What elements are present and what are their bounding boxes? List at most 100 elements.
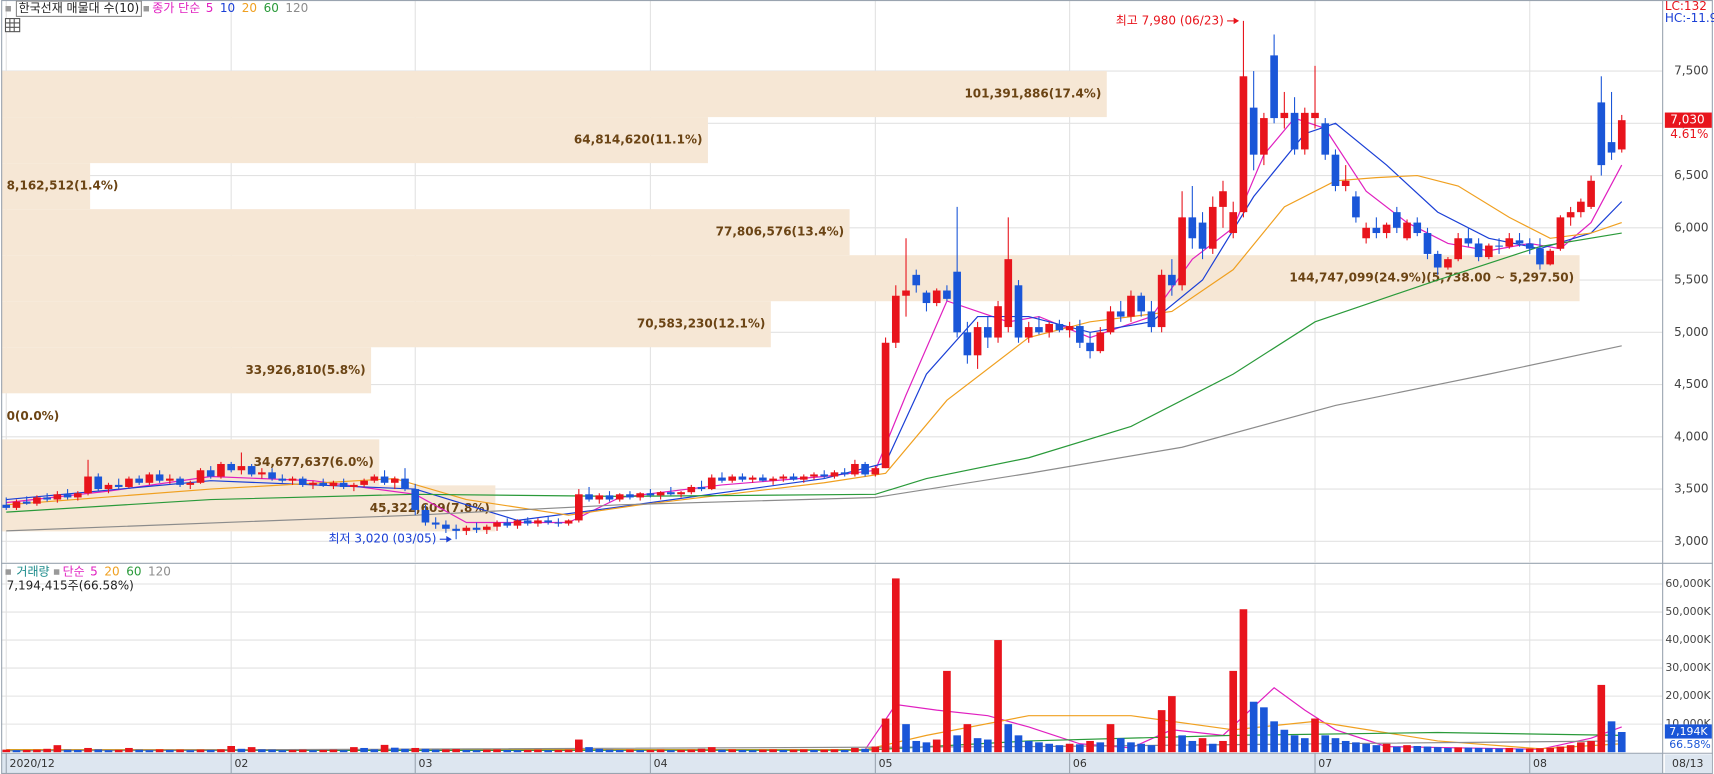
volume-bar [493, 749, 501, 753]
candle-body [585, 494, 593, 500]
x-tick-label: 06 [1073, 757, 1087, 770]
volume-bar [1024, 740, 1033, 753]
candle-body [482, 526, 491, 530]
legend-title-box [15, 0, 142, 17]
candle-body [268, 472, 276, 479]
volume-bar [431, 749, 440, 753]
candle-body [1239, 76, 1248, 213]
candle-body [891, 295, 900, 343]
x-tick-label: 2020/12 [10, 757, 55, 770]
candle-body [12, 501, 21, 508]
last-price-box [1664, 112, 1712, 128]
volume-bar [94, 749, 103, 753]
table-icon[interactable] [4, 18, 21, 33]
annotation-arrowhead [446, 535, 452, 543]
annotation: 최저 3,020 (03/05) [328, 532, 436, 546]
profile-label: 64,814,620(11.1%) [574, 133, 703, 147]
volume-bar [339, 750, 348, 753]
volume-bar [206, 749, 215, 753]
volume-bar [186, 750, 195, 753]
candle-body [1495, 245, 1503, 247]
volume-bar [575, 739, 583, 753]
y-tick-label: 60,000K [1665, 577, 1711, 590]
volume-bar [1454, 747, 1462, 753]
candle-body [390, 478, 399, 483]
legend-ma-label: 종가 단순 [152, 1, 200, 15]
candle-body [278, 478, 287, 481]
volume-bar [1300, 738, 1309, 753]
candle-body [421, 509, 430, 523]
candle-body [1382, 224, 1391, 234]
candle-body [1157, 274, 1166, 328]
volume-bar [861, 748, 869, 753]
volume-bar [503, 749, 512, 753]
volume-bar [1362, 743, 1370, 753]
volume-bar [1178, 735, 1186, 753]
candle-body [401, 478, 409, 490]
volume-bar [309, 750, 317, 753]
candle-body [319, 482, 328, 486]
profile-bar [1, 347, 372, 394]
candle-body [534, 520, 542, 524]
candle-body [973, 327, 982, 356]
candle-body [1597, 102, 1606, 166]
candle-body [53, 494, 62, 500]
candle-body [759, 477, 767, 481]
candle-body [1086, 342, 1094, 352]
volume-bar [329, 749, 338, 753]
candle-body [176, 478, 184, 485]
candle-body [1505, 238, 1514, 247]
volume-bar [973, 738, 982, 753]
volume-bar [554, 749, 563, 753]
candle-body [1270, 55, 1278, 119]
y-tick-label: 20,000K [1665, 689, 1711, 702]
candle-body [1392, 212, 1401, 228]
candle-body [912, 274, 921, 286]
last-date-label: 08/13 [1672, 757, 1703, 770]
candle-body [1188, 217, 1197, 239]
y-tick-label: 5,000 [1674, 325, 1708, 339]
candle-body [166, 478, 174, 481]
candle-body [523, 520, 532, 524]
volume-bar [983, 739, 992, 753]
candle-body [626, 494, 634, 498]
candle-body [1413, 222, 1422, 234]
profile-bar [1, 255, 1580, 302]
volume-bar [810, 749, 818, 753]
volume-bar [390, 747, 399, 753]
volume-bar [697, 748, 706, 753]
volume-bar [1474, 747, 1483, 753]
volume-bar [1311, 718, 1319, 753]
volume-bar [104, 750, 113, 753]
volume-bar [513, 750, 522, 753]
volume-bar [728, 749, 737, 753]
profile-label: 33,926,810(5.8%) [245, 363, 365, 377]
candle-body [1076, 326, 1084, 343]
marks [2, 20, 1626, 753]
candle-body [738, 476, 747, 480]
corner-label: HC:-11.9 [1665, 11, 1714, 25]
candle-body [748, 477, 757, 480]
candle-body [656, 492, 665, 496]
volume-bar [667, 750, 675, 753]
profile-bar [1, 209, 850, 256]
volume-bar [585, 747, 593, 753]
candle-body [728, 476, 737, 481]
volume-bar [1382, 743, 1391, 753]
volume-bar [135, 749, 143, 753]
candle-body [615, 494, 624, 500]
volume-value-label: 7,194,415주(66.58%) [7, 579, 134, 593]
volume-bar [1147, 745, 1156, 753]
volume-bar [298, 749, 307, 753]
volume-bar [1014, 735, 1023, 753]
volume-bar [1556, 746, 1565, 753]
candle-body [1004, 259, 1013, 328]
profile-label: 45,322,609(7.8%) [370, 501, 490, 515]
annotation-arrowhead [1233, 17, 1240, 25]
candle-body [830, 472, 839, 477]
volume-bar [656, 749, 665, 753]
candle-body [1566, 212, 1575, 218]
profile-bar [1, 117, 708, 164]
volume-bar [22, 749, 31, 753]
y-tick-label: 6,000 [1674, 220, 1708, 234]
